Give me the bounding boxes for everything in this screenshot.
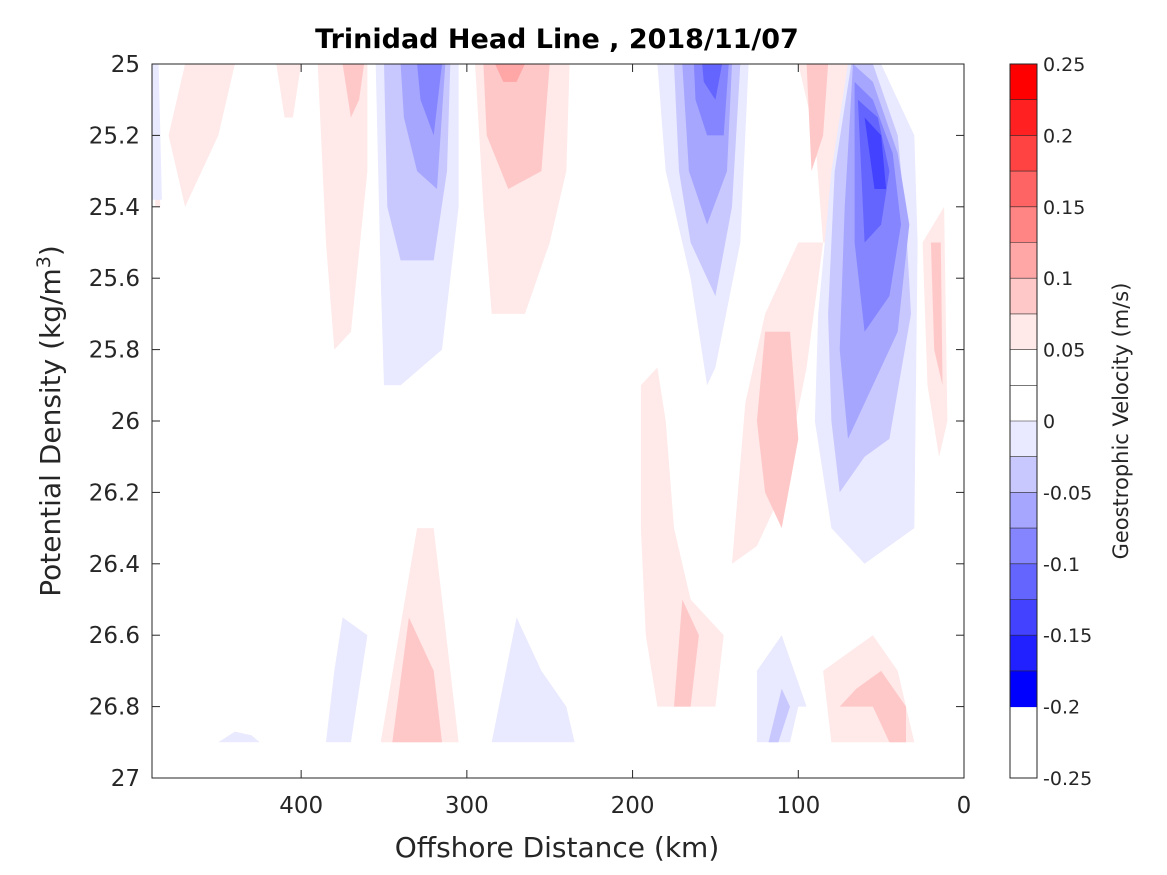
contour-region-35 [218,731,260,743]
colorbar-swatch [1010,421,1037,458]
contour-region-20 [640,367,724,707]
contour-region-33 [392,617,442,743]
colorbar-tick-label: 0.25 [1043,54,1085,76]
contour-region-22 [756,331,799,529]
x-axis-title: Offshore Distance (km) [395,831,720,864]
x-tick-label: 400 [279,793,323,819]
y-tick-label: 25.6 [89,266,140,292]
y-tick-label: 25 [111,52,140,78]
colorbar-title: Geostrophic Velocity (m/s) [1109,283,1133,560]
contour-region-17 [702,64,723,100]
x-tick-label: 300 [445,793,489,819]
colorbar-swatch [1010,99,1037,136]
colorbar-tick-label: -0.15 [1043,625,1092,647]
y-axis-title-main: Potential Density (kg/m [34,268,67,597]
colorbar-swatch [1010,278,1037,315]
colorbar-swatch [1010,528,1037,565]
contour-region-30 [930,242,943,386]
y-axis-title-close: ) [34,245,67,256]
contour-region-34 [491,617,575,743]
y-tick-label: 27 [111,766,140,792]
colorbar-swatch [1010,171,1037,208]
colorbar-swatch [1010,206,1037,243]
colorbar-swatch [1010,492,1037,529]
contour-region-16 [693,64,729,136]
x-tick-label: 100 [776,793,820,819]
contour-region-39 [839,670,906,743]
colorbar-swatch [1010,349,1037,386]
chart-title: Trinidad Head Line , 2018/11/07 [315,24,799,55]
contour-region-9 [417,64,442,136]
contour-region-31 [326,617,368,743]
colorbar-swatch [1010,670,1037,708]
contour-region-1 [152,64,162,200]
colorbar-swatch [1010,635,1037,672]
colorbar-swatch [1010,242,1037,279]
contour-region-3 [276,64,302,118]
contour-region-21 [674,599,699,707]
colorbar-tick-label: -0.1 [1043,554,1080,576]
y-tick-label: 25.8 [89,338,140,364]
colorbar-tick-label: 0.15 [1043,197,1085,219]
y-tick-label: 25.4 [89,195,140,221]
contour-region-19 [806,64,829,172]
y-tick-label: 25.2 [89,123,140,149]
x-tick-label: 0 [957,793,972,819]
y-axis: 25 25.2 25.4 25.6 25.8 26 26.2 26.4 26.6 26.8 27 [89,52,964,792]
colorbar-swatch [1010,599,1037,636]
y-tick-label: 26.6 [89,623,140,649]
colorbar-tick-label: -0.2 [1043,697,1080,719]
colorbar-tick-label: 0.05 [1043,340,1085,362]
contour-region-12 [495,64,525,82]
colorbar-tick-label: 0.2 [1043,125,1073,147]
contour-region-5 [342,64,365,118]
colorbar-tick-label: 0 [1043,411,1055,433]
y-tick-label: 26 [111,409,140,435]
contour-region-36 [756,635,807,743]
colorbar-swatch [1010,385,1037,422]
contour-region-11 [483,64,550,189]
y-tick-label: 26.8 [89,695,140,721]
contour-region-4 [317,64,368,350]
colorbar-swatch [1010,563,1037,600]
y-axis-title: Potential Density (kg/m3) [33,245,67,597]
colorbar-swatch [1010,64,1037,101]
y-tick-label: 26.4 [89,552,140,578]
colorbar: 0.25 0.2 0.15 0.1 0.05 0 -0.05 -0.1 -0.15 -0.2 -0.… [1009,54,1092,790]
contour-layer [152,64,948,743]
colorbar-swatch [1010,313,1037,351]
contour-region-28 [864,117,887,189]
x-axis: 400 300 200 100 0 [279,64,971,819]
colorbar-frame [1009,63,1038,779]
contour-region-2 [168,64,235,207]
colorbar-swatch [1010,456,1037,493]
y-tick-label: 26.2 [89,480,140,506]
colorbar-tick-label: -0.25 [1043,768,1092,790]
x-tick-label: 200 [611,793,655,819]
colorbar-tick-label: 0.1 [1043,268,1073,290]
colorbar-swatch [1010,135,1037,172]
contour-region-37 [768,688,790,743]
y-axis-title-superscript: 3 [33,256,55,268]
colorbar-tick-label: -0.05 [1043,482,1092,504]
